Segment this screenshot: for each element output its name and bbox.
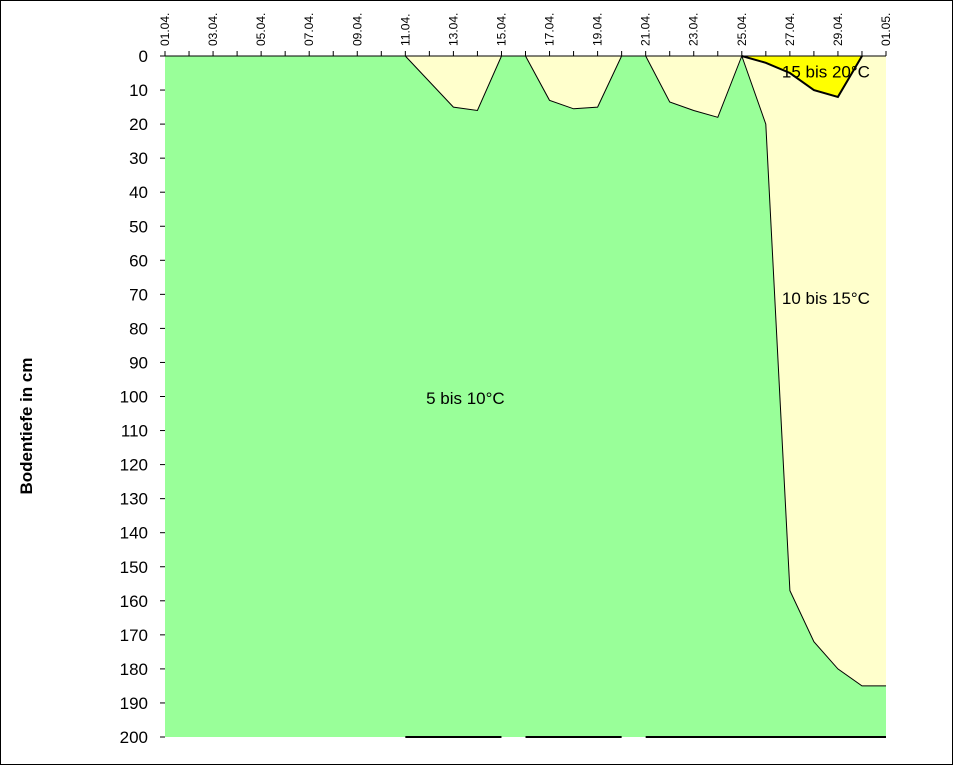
x-tick-label: 19.04.	[591, 13, 605, 46]
x-tick-label: 21.04.	[639, 13, 653, 46]
x-tick-label: 23.04.	[687, 13, 701, 46]
y-tick-label: 100	[120, 388, 148, 407]
zone-labels: 5 bis 10°C 10 bis 15°C 15 bis 20°C	[426, 62, 870, 408]
y-tick-label: 50	[129, 217, 148, 236]
y-tick-label: 90	[129, 353, 148, 372]
y-tick-label: 190	[120, 694, 148, 713]
y-tick-label: 80	[129, 319, 148, 338]
y-tick-label: 70	[129, 285, 148, 304]
x-tick-label: 17.04.	[543, 13, 557, 46]
zone-15-20-boundary	[741, 55, 863, 99]
y-tick-label: 110	[121, 422, 148, 441]
zone-label-5-10: 5 bis 10°C	[426, 389, 505, 408]
zone-label-10-15: 10 bis 15°C	[782, 289, 870, 308]
x-tick-label: 09.04.	[350, 13, 364, 46]
y-axis: 0 10 20 30 40 50 60 70 80 90 100 110 120 130 140 150 160…	[120, 47, 165, 747]
x-tick-label: 27.04.	[783, 13, 797, 46]
zone-15-20-area	[741, 56, 862, 97]
y-tick-label: 10	[129, 81, 148, 100]
x-tick-label: 15.04.	[494, 13, 508, 46]
y-tick-label: 150	[120, 558, 148, 577]
zone-5-10-area	[165, 56, 886, 737]
y-tick-label: 200	[120, 728, 148, 747]
y-tick-label: 180	[120, 660, 148, 679]
x-tick-label: 01.05.	[879, 13, 893, 46]
y-tick-label: 120	[120, 456, 148, 475]
y-tick-label: 170	[120, 626, 148, 645]
y-tick-label: 0	[139, 47, 148, 66]
zone-10-15-area	[405, 56, 886, 686]
x-tick-label: 07.04.	[302, 13, 316, 46]
x-tick-label: 03.04.	[206, 13, 220, 46]
y-axis-label: Bodentiefe in cm	[17, 358, 36, 495]
x-tick-label: 13.04.	[446, 13, 460, 46]
x-tick-label: 25.04.	[735, 13, 749, 46]
y-tick-label: 60	[129, 251, 148, 270]
y-tick-label: 30	[129, 149, 148, 168]
y-tick-label: 140	[120, 524, 148, 543]
y-tick-label: 20	[129, 115, 148, 134]
x-tick-label: 01.04.	[158, 13, 172, 46]
y-tick-label: 130	[120, 490, 148, 509]
y-tick-label: 40	[129, 183, 148, 202]
zone-label-15-20: 15 bis 20°C	[782, 62, 870, 81]
y-tick-label: 160	[120, 592, 148, 611]
plot-area	[165, 54, 886, 738]
x-tick-label: 11.04.	[398, 14, 412, 46]
x-axis: 01.04. 03.04. 05.04. 07.04. 09.04. 11.04. 13.0…	[158, 13, 893, 57]
x-tick-label: 05.04.	[254, 13, 268, 46]
x-tick-label: 29.04.	[831, 13, 845, 46]
